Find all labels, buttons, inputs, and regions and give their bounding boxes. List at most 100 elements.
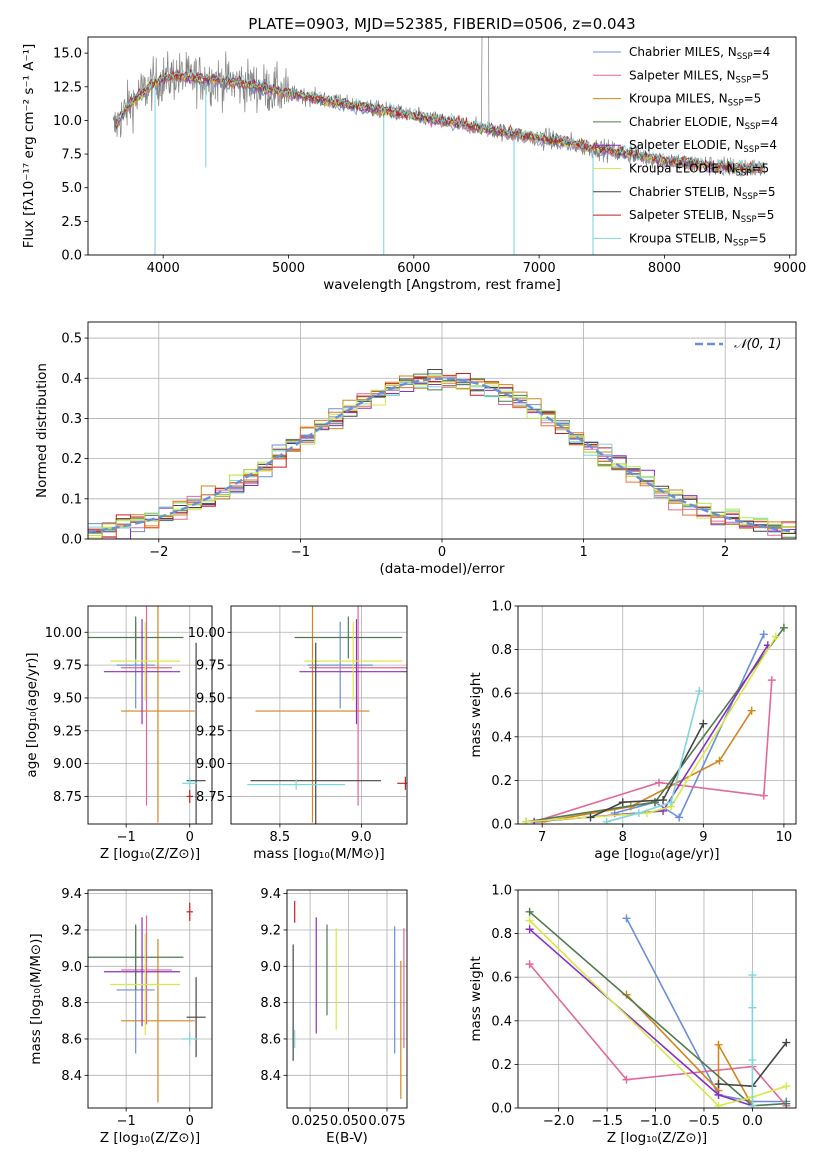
mass-vs-Z-point-7 — [186, 902, 193, 921]
weight-vs-age-xtick-label: 8 — [619, 830, 627, 845]
residual-histogram — [88, 374, 796, 537]
age-vs-Z-axes-bg — [88, 606, 212, 824]
spectrum-title: PLATE=0903, MJD=52385, FIBERID=0506, z=0… — [248, 15, 635, 33]
residuals-axes-frame — [87, 321, 797, 540]
weight-vs-Z-marker — [748, 971, 757, 980]
weight-vs-Z-ytick-label: 1.0 — [491, 884, 512, 899]
weight-vs-age-marker — [618, 798, 627, 807]
spectrum-legend-label: Kroupa ELODIE, NSSP=5 — [629, 162, 769, 179]
spectrum-legend-label: Kroupa STELIB, NSSP=5 — [629, 231, 767, 248]
weight-vs-age-marker — [650, 798, 659, 807]
mass-vs-Z-point-4 — [103, 917, 181, 1027]
residuals-ytick-label: 0.2 — [61, 452, 82, 467]
residuals-xlabel: (data-model)/error — [379, 561, 505, 577]
weight-vs-Z-marker — [782, 1082, 791, 1091]
weight-vs-age-marker — [522, 817, 531, 824]
age-vs-Z-panel: −1 0 8.75 9.00 9.25 9.50 9.75 10.00 Z [log₁₀(Z/Z… — [24, 605, 213, 862]
weight-vs-age-ytick-label: 0.6 — [491, 687, 512, 702]
mass-vs-EBV-ytick-label: 9.0 — [260, 960, 281, 975]
weight-vs-age-marker — [655, 778, 664, 787]
age-vs-Z-point-2 — [121, 606, 195, 823]
residuals-ylabel: Normed distribution — [34, 363, 50, 498]
weight-vs-age-marker — [667, 798, 676, 807]
age-vs-Z-ylabel: age [log₁₀(age/yr)] — [24, 652, 40, 777]
spectrum-ytick-label: 7.5 — [61, 148, 82, 163]
age-vs-mass-point-0 — [307, 621, 373, 709]
spectrum-ylabel: Flux [fλ10⁻¹⁷ erg cm⁻² s⁻¹ A⁻¹] — [21, 44, 37, 249]
weight-vs-age-ytick-label: 0.4 — [491, 730, 512, 745]
weight-vs-age-ytick-label: 1.0 — [491, 600, 512, 615]
age-vs-mass-point-3 — [294, 616, 403, 659]
weight-vs-Z-marker — [748, 1056, 757, 1065]
mass-vs-Z-ytick-label: 8.8 — [61, 996, 82, 1011]
residuals-xtick-label: 2 — [721, 545, 729, 560]
residuals-xtick-label: −2 — [149, 545, 168, 560]
spectrum-legend-label: Chabrier STELIB, NSSP=5 — [629, 185, 776, 202]
mass-vs-EBV-xtick-label: 0.025 — [291, 1114, 328, 1129]
mass-vs-Z-xtick-label: 0 — [186, 1114, 194, 1129]
weight-vs-Z-ytick-label: 0.8 — [491, 927, 512, 942]
spectrum-xtick-label: 7000 — [523, 261, 556, 276]
weight-vs-age-ylabel: mass weight — [468, 672, 484, 757]
weight-vs-Z-ytick-label: 0.0 — [491, 1102, 512, 1117]
weight-vs-Z-marker — [525, 907, 534, 916]
weight-vs-age-xtick-label: 10 — [776, 830, 793, 845]
weight-vs-age-series-6 — [590, 723, 705, 819]
mass-vs-EBV-ytick-label: 8.8 — [260, 996, 281, 1011]
weight-vs-Z-ytick-label: 0.2 — [491, 1058, 512, 1073]
mass-vs-Z-ytick-label: 9.4 — [61, 887, 82, 902]
age-vs-mass-axes-frame — [230, 605, 408, 825]
spectrum-panel: 4000 5000 6000 7000 8000 9000 0.0 2.5 5.0 7.5 10.0… — [21, 15, 806, 293]
residuals-ytick-label: 0.1 — [61, 492, 82, 507]
residuals-xtick-label: 0 — [438, 545, 446, 560]
mass-vs-Z-xtick-label: −1 — [117, 1114, 136, 1129]
mass-vs-Z-panel: −1 0 8.4 8.6 8.8 9.0 9.2 9.4 Z [log₁₀(Z/Z⊙)] mass… — [28, 887, 213, 1146]
mass-vs-Z-ytick-label: 8.6 — [61, 1032, 82, 1047]
age-vs-mass-axes-bg — [231, 606, 407, 824]
spectrum-legend-label: Chabrier ELODIE, NSSP=4 — [629, 115, 778, 132]
mass-vs-Z-plot-area — [88, 902, 206, 1103]
weight-vs-age-marker — [675, 813, 684, 822]
weight-vs-age-xtick-label: 9 — [699, 830, 707, 845]
weight-vs-age-marker — [699, 719, 708, 728]
mass-vs-EBV-ytick-label: 9.4 — [260, 887, 281, 902]
residuals-xtick-label: −1 — [291, 545, 310, 560]
age-vs-mass-point-2 — [255, 606, 370, 823]
weight-vs-age-marker — [634, 809, 643, 818]
spectrum-xtick-label: 8000 — [648, 261, 681, 276]
weight-vs-Z-marker — [525, 925, 534, 934]
mass-vs-Z-point-5 — [110, 933, 181, 1036]
residuals-xtick-label: 1 — [579, 545, 587, 560]
residuals-ytick-label: 0.0 — [61, 533, 82, 548]
spectrum-ytick-label: 0.0 — [61, 249, 82, 264]
weight-vs-age-marker — [715, 756, 724, 765]
age-vs-Z-point-8 — [182, 776, 198, 790]
weight-vs-Z-marker — [748, 1101, 757, 1108]
age-vs-Z-xlabel: Z [log₁₀(Z/Z⊙)] — [100, 846, 200, 862]
age-vs-mass-ytick-label: 9.00 — [196, 757, 225, 772]
weight-vs-Z-marker — [525, 960, 534, 969]
age-vs-mass-xtick-label: 9.0 — [351, 830, 372, 845]
weight-vs-age-panel: 7 8 9 10 0.0 0.2 0.4 0.6 0.8 1.0 age [log₁₀(age/yr… — [468, 600, 797, 862]
residuals-ytick-label: 0.4 — [61, 372, 82, 387]
weight-vs-Z-marker — [782, 1038, 791, 1047]
mass-vs-EBV-panel: 0.025 0.050 0.075 8.4 8.6 8.8 9.0 9.2 9.4 E(B-V) — [260, 887, 408, 1146]
spectrum-legend-label: Kroupa MILES, NSSP=5 — [629, 92, 761, 109]
mass-vs-Z-point-6 — [186, 977, 206, 1058]
weight-vs-Z-xtick-label: −0.5 — [688, 1114, 720, 1129]
age-vs-Z-point-5 — [110, 621, 181, 701]
mass-vs-EBV-ytick-label: 8.6 — [260, 1032, 281, 1047]
weight-vs-age-series-5 — [526, 636, 777, 823]
mass-vs-Z-axes-bg — [88, 890, 212, 1108]
mass-vs-Z-ytick-label: 9.0 — [61, 960, 82, 975]
spectrum-xtick-label: 9000 — [773, 261, 806, 276]
weight-vs-Z-ylabel: mass weight — [468, 956, 484, 1041]
age-vs-mass-xlabel: mass [log₁₀(M/M⊙)] — [253, 846, 384, 862]
age-vs-Z-ytick-label: 9.25 — [53, 724, 82, 739]
weight-vs-age-ytick-label: 0.0 — [491, 818, 512, 833]
age-vs-Z-xtick-label: −1 — [117, 830, 136, 845]
mass-vs-EBV-plot-area — [292, 900, 405, 1099]
age-vs-mass-point-6 — [250, 642, 381, 824]
age-vs-mass-point-5 — [304, 621, 403, 701]
